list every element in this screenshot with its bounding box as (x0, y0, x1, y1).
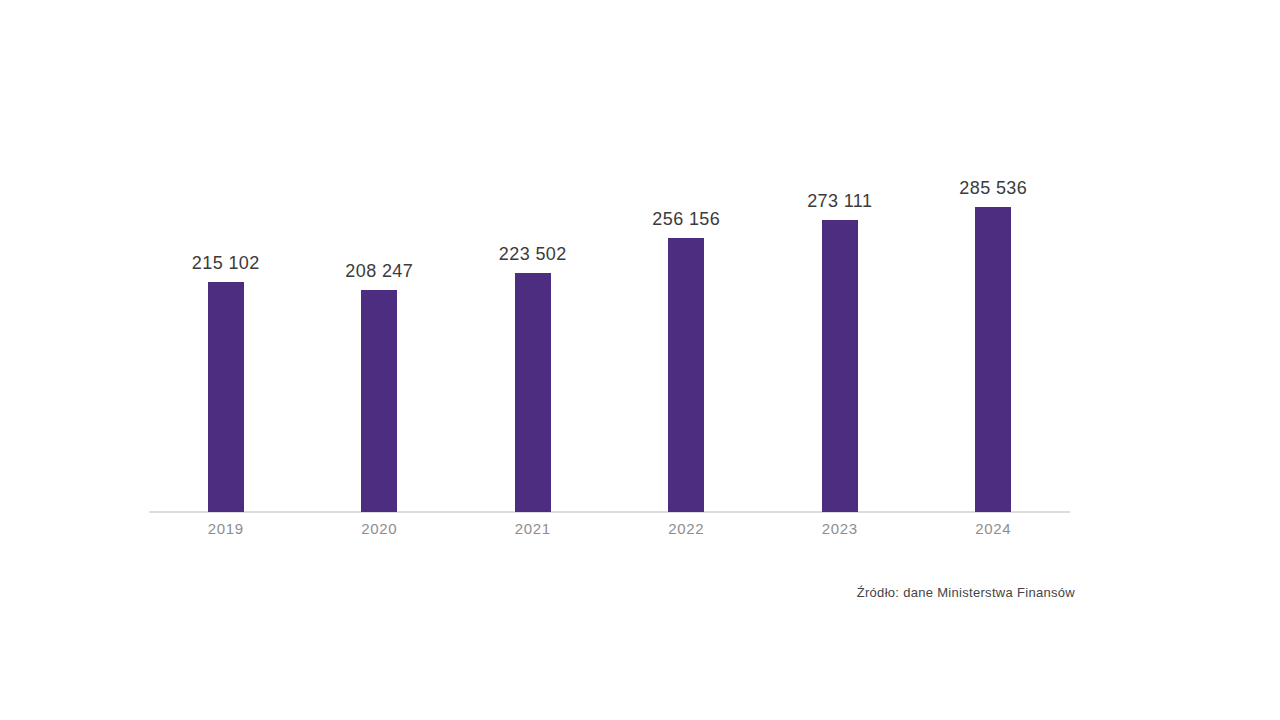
bar-value-label: 223 502 (499, 244, 567, 265)
bar-value-label: 256 156 (652, 209, 720, 230)
bar-value-label: 273 111 (807, 191, 872, 212)
bar-value-label: 208 247 (345, 261, 413, 282)
x-tick-label: 2019 (149, 520, 303, 537)
x-tick-label: 2023 (763, 520, 917, 537)
x-tick-label: 2024 (917, 520, 1071, 537)
bar (822, 220, 858, 512)
bar-column: 273 111 (763, 0, 917, 512)
bar-column: 256 156 (610, 0, 764, 512)
bar (975, 207, 1011, 512)
x-tick-label: 2020 (303, 520, 457, 537)
chart-page: 215 102 208 247 223 502 256 156 273 111 285 5… (0, 0, 1280, 720)
bar-value-label: 285 536 (959, 178, 1027, 199)
x-tick-label: 2022 (610, 520, 764, 537)
bar-column: 285 536 (917, 0, 1071, 512)
x-tick-label: 2021 (456, 520, 610, 537)
bar-column: 223 502 (456, 0, 610, 512)
bar-chart: 215 102 208 247 223 502 256 156 273 111 285 5… (149, 0, 1070, 512)
bar-column: 208 247 (303, 0, 457, 512)
bar-value-label: 215 102 (192, 253, 260, 274)
source-note: Źródło: dane Ministerstwa Finansów (857, 585, 1075, 600)
bar (515, 273, 551, 512)
bar-column: 215 102 (149, 0, 303, 512)
x-axis-labels: 201920202021202220232024 (149, 520, 1070, 537)
bar (208, 282, 244, 512)
bar (361, 290, 397, 512)
bar (668, 238, 704, 512)
